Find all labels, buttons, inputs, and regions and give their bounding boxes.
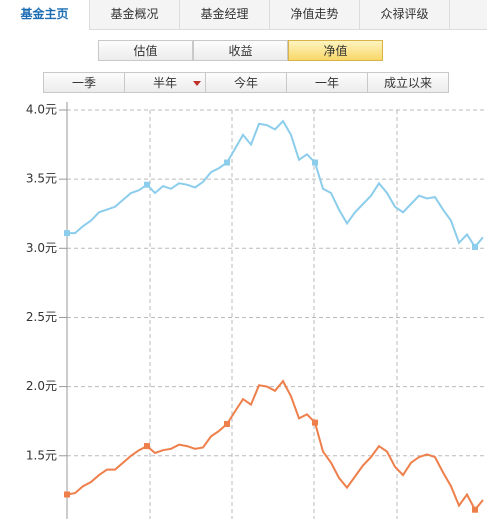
point-marker [64, 230, 70, 237]
point-marker [64, 491, 70, 498]
view-button[interactable]: 净值 [288, 40, 383, 61]
y-tick-label: 4.0元 [26, 103, 57, 117]
range-button[interactable]: 一季 [43, 72, 125, 93]
tab[interactable]: 基金主页 [0, 0, 90, 30]
y-tick-label: 2.0元 [26, 379, 57, 393]
range-button[interactable]: 今年 [205, 72, 287, 93]
point-marker [312, 419, 318, 426]
point-marker [472, 243, 478, 250]
y-tick-label: 2.5元 [26, 310, 57, 324]
dropdown-arrow [193, 81, 201, 86]
view-button[interactable]: 估值 [98, 40, 193, 61]
point-marker [312, 159, 318, 166]
point-marker [224, 159, 230, 166]
y-tick-label: 3.0元 [26, 241, 57, 255]
point-marker [144, 443, 150, 450]
y-tick-label: 3.5元 [26, 172, 57, 186]
view-button[interactable]: 收益 [193, 40, 288, 61]
point-marker [472, 506, 478, 513]
tab[interactable]: 众禄评级 [360, 0, 450, 29]
series-line [67, 119, 484, 249]
point-marker [224, 420, 230, 427]
range-button[interactable]: 成立以来 [367, 72, 449, 93]
y-tick-label: 1.5元 [26, 448, 57, 462]
tab-bar: 基金主页 基金概况 基金经理 净值走势 众禄评级 [0, 0, 487, 30]
series-line [66, 379, 484, 512]
tab[interactable]: 基金经理 [180, 0, 270, 29]
range-button[interactable]: 一年 [286, 72, 368, 93]
tab[interactable]: 基金概况 [90, 0, 180, 29]
range-button[interactable]: 半年 [124, 72, 206, 93]
chart: 1.5元 2.0元 2.5元 3.0元 3.5元 4.0元 [26, 102, 485, 519]
point-marker [144, 181, 150, 188]
tab[interactable]: 净值走势 [270, 0, 360, 29]
